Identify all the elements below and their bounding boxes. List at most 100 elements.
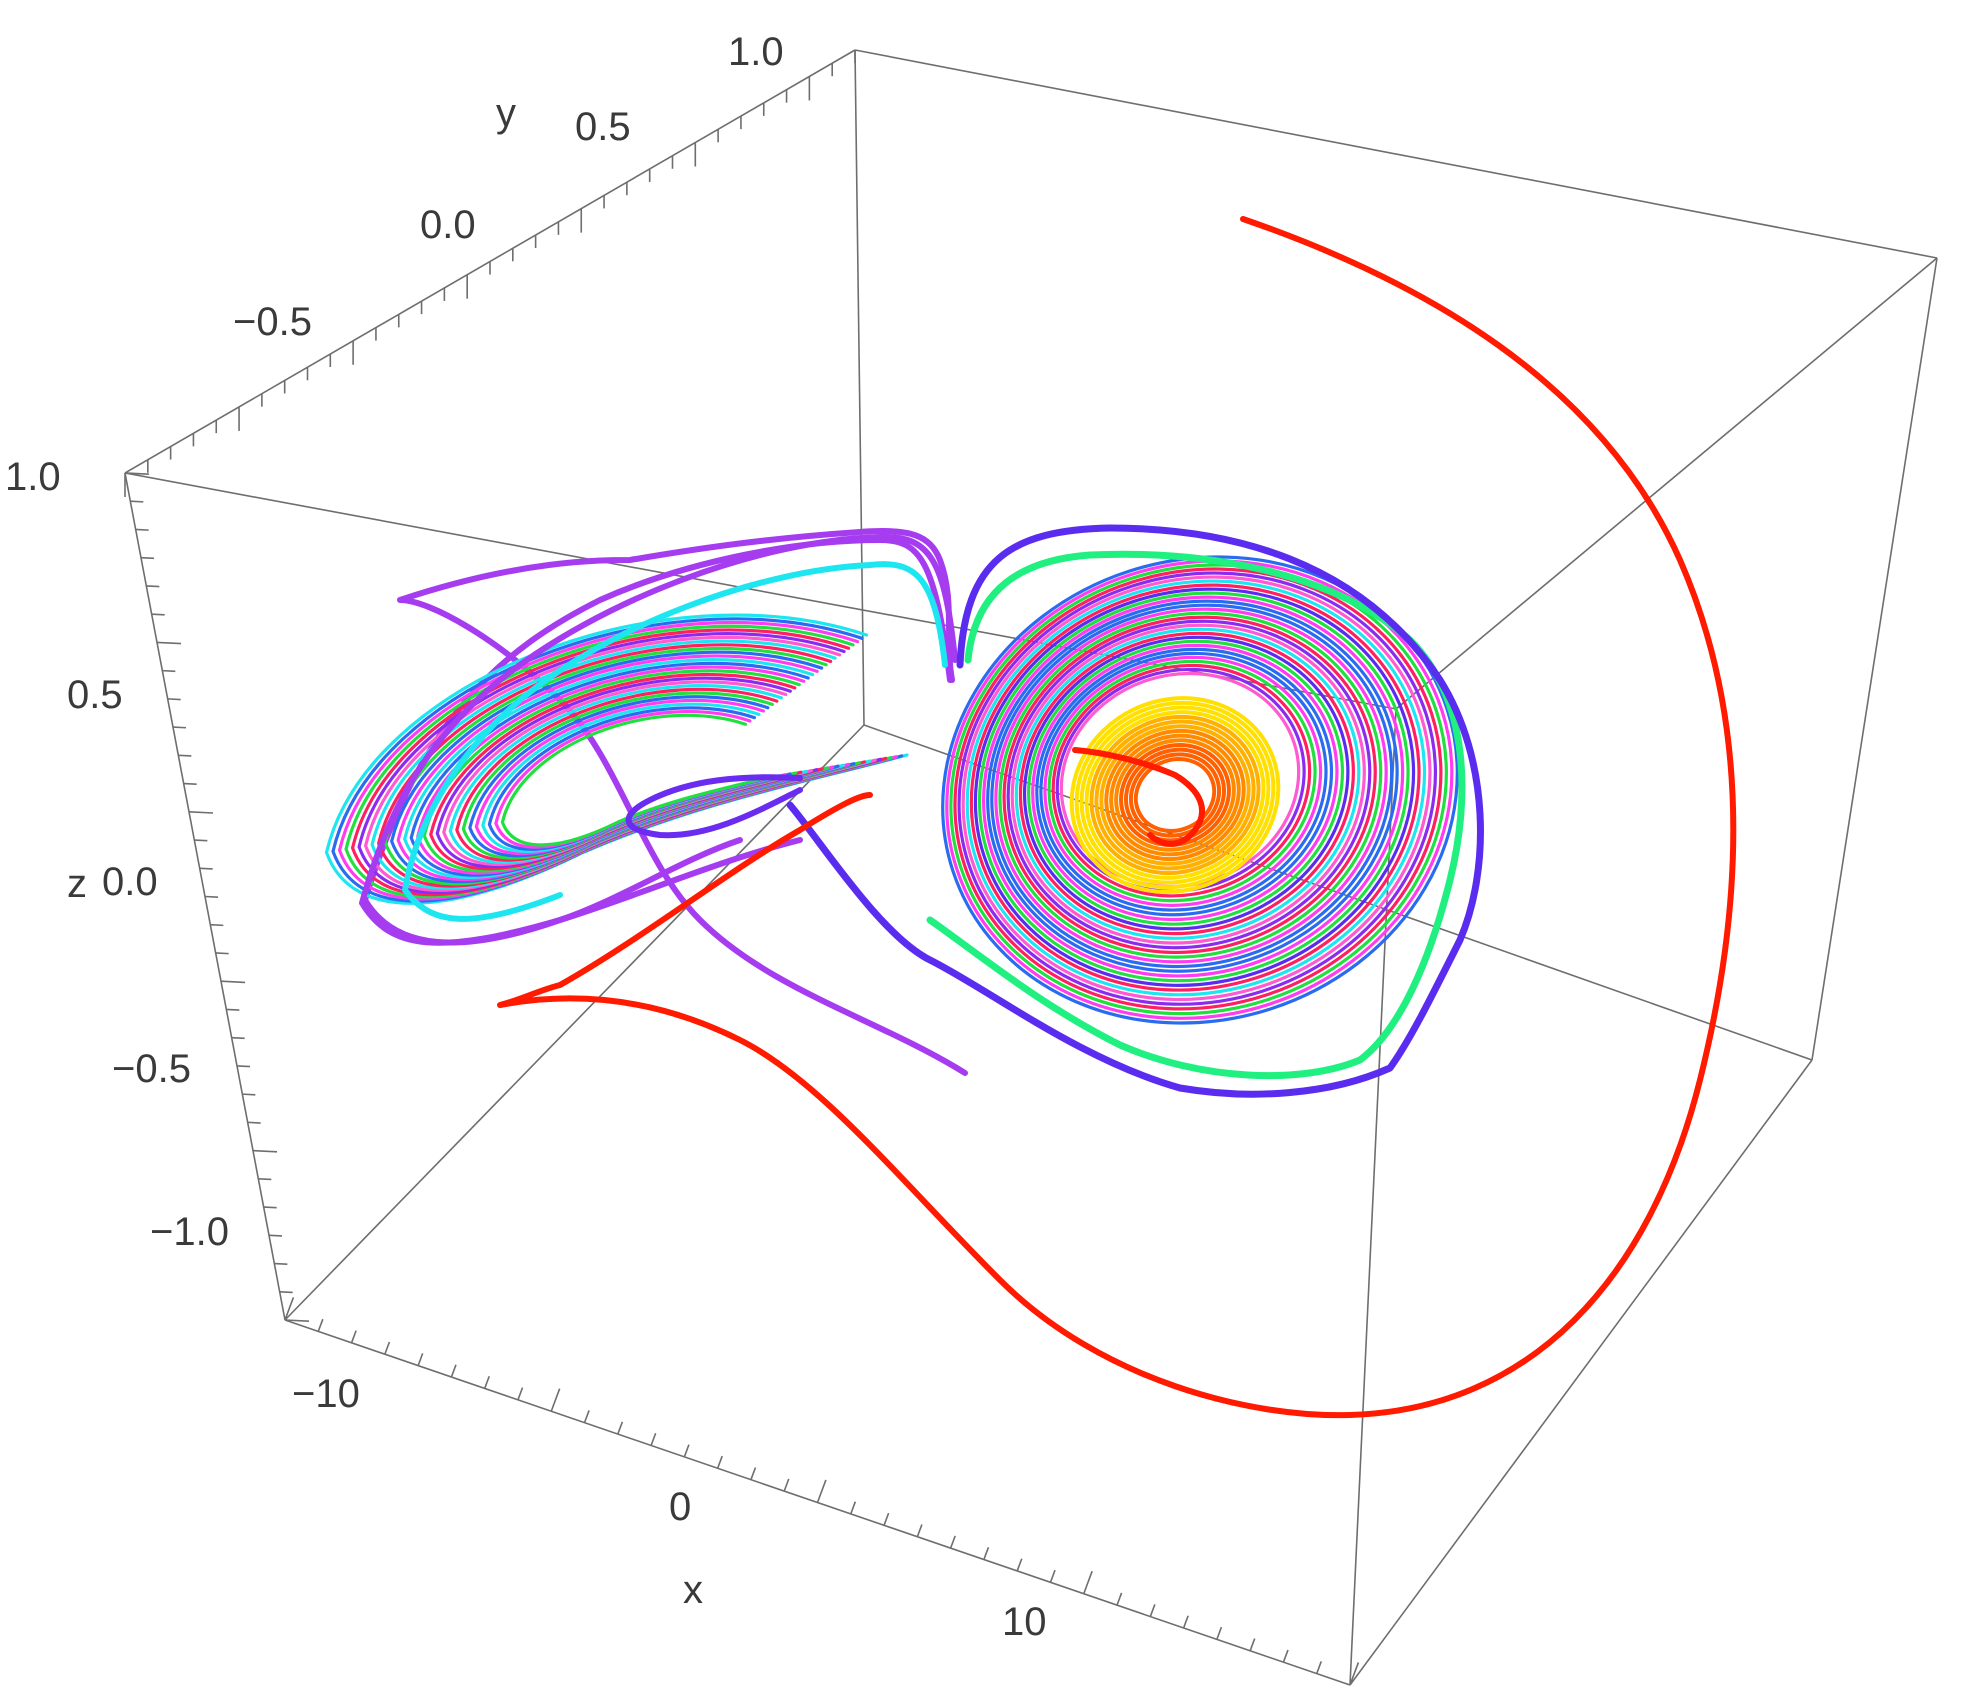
- tick-marks: [124, 50, 1360, 1686]
- x-axis-tick: [317, 1318, 324, 1332]
- right-lobe-orbit: [1043, 655, 1323, 907]
- right-inner-spiral: [1133, 757, 1217, 833]
- right-lobe-orbit: [949, 563, 1448, 1016]
- x-axis-tick: [517, 1387, 524, 1401]
- outer-right-envelope: [786, 524, 1484, 1098]
- x-axis-tick: [683, 1444, 690, 1458]
- z-axis-tick: [156, 641, 182, 645]
- z-axis-tick: [210, 923, 224, 927]
- z-axis-tick: [135, 528, 149, 531]
- red-lead-in-trajectory: [497, 216, 1737, 1419]
- z-axis-tick: [151, 613, 165, 616]
- x-axis-tick: [916, 1524, 923, 1537]
- right-lobe-orbit: [982, 595, 1405, 978]
- z-axis-tick: [172, 726, 187, 729]
- x-axis-tick: [583, 1410, 590, 1423]
- x-axis-tick: [1182, 1615, 1189, 1629]
- right-lobe-orbit: [994, 607, 1388, 964]
- x-axis-tick: [716, 1455, 723, 1469]
- x-axis-tick: [1016, 1558, 1023, 1572]
- z-axis-tick: [146, 585, 160, 588]
- box-edge-front-top-right: [1395, 257, 1938, 710]
- right-inner-spiral: [1119, 742, 1231, 848]
- x-tick-label: 10: [1002, 1600, 1047, 1644]
- z-axis-tick: [284, 1319, 310, 1322]
- x-axis-tick: [1116, 1592, 1123, 1606]
- right-lobe-orbit: [1002, 615, 1377, 955]
- right-lobe-orbit: [1006, 619, 1372, 950]
- right-lobe-orbit: [1039, 651, 1328, 912]
- right-lobe-orbit: [969, 583, 1421, 992]
- tick-labels: 1.0 0.5 0.0 −0.5 −1.0 −0.5 0.0 0.5 1.0 −10 0 10: [5, 30, 1047, 1644]
- right-lobe-orbit: [965, 579, 1427, 997]
- right-lobe-orbit: [977, 591, 1410, 983]
- x-axis-tick: [983, 1547, 990, 1560]
- x-tick-label: −10: [292, 1372, 360, 1416]
- z-tick-label: 1.0: [5, 455, 61, 499]
- z-axis-tick: [263, 1206, 277, 1209]
- right-inner-spiral: [1079, 705, 1271, 885]
- y-tick-label: −0.5: [233, 300, 312, 344]
- x-axis-tick: [1049, 1569, 1056, 1583]
- z-axis-tick: [140, 556, 155, 560]
- right-inner-spiral: [1074, 700, 1276, 890]
- z-axis-tick: [268, 1234, 283, 1237]
- right-inner-spiral: [1099, 724, 1251, 866]
- right-lobe-orbit: [1014, 627, 1361, 940]
- z-axis-tick: [258, 1178, 272, 1181]
- x-axis-label: x: [683, 1568, 703, 1612]
- right-lobe-orbit: [945, 559, 1454, 1020]
- x-axis-tick: [350, 1330, 357, 1344]
- right-inner-spiral: [1114, 738, 1236, 852]
- z-tick-label: −1.0: [150, 1210, 229, 1254]
- x-axis-tick: [1149, 1604, 1156, 1617]
- box-edge-back-vertical: [854, 49, 865, 726]
- x-axis-tick: [650, 1432, 657, 1446]
- right-inner-spiral: [1089, 714, 1261, 876]
- x-axis-tick: [883, 1512, 890, 1526]
- right-lobe-orbit: [1051, 663, 1312, 898]
- right-inner-spiral: [1084, 710, 1266, 880]
- right-inner-spiral: [1094, 719, 1256, 871]
- z-axis-tick: [178, 754, 192, 757]
- right-inner-spiral: [1109, 733, 1241, 857]
- cyan-left-envelope: [402, 561, 948, 922]
- right-lobe-orbit: [957, 571, 1438, 1006]
- y-tick-label: 0.5: [575, 105, 631, 149]
- inner-left-loop: [625, 774, 803, 839]
- right-lobe-orbit: [1018, 631, 1355, 936]
- box-edge-front-vertical: [1349, 708, 1397, 1686]
- box-edge-back-top-right: [854, 49, 1938, 259]
- z-axis-tick: [215, 952, 229, 955]
- x-axis-tick: [483, 1375, 490, 1389]
- x-axis-tick: [417, 1353, 424, 1366]
- right-lobe-orbit: [998, 611, 1383, 959]
- x-axis-tick: [949, 1535, 956, 1549]
- x-axis-tick: [783, 1478, 790, 1492]
- right-lobe-orbit: [941, 555, 1459, 1025]
- z-axis-tick: [279, 1290, 293, 1294]
- right-lobe-orbit: [1047, 659, 1317, 903]
- x-axis-tick: [850, 1501, 857, 1515]
- green-right-envelope: [926, 550, 1466, 1080]
- left-lobe-orbit: [500, 713, 766, 847]
- x-axis-tick: [1349, 1662, 1360, 1686]
- x-axis-tick: [750, 1467, 757, 1480]
- z-axis-tick: [226, 1008, 240, 1011]
- z-tick-label: 0.0: [102, 860, 158, 904]
- red-inner-tail: [1072, 747, 1206, 847]
- right-lobe-orbit: [1022, 635, 1350, 931]
- z-axis-tick: [247, 1121, 261, 1124]
- box-edge-back-floor-left: [284, 724, 865, 1321]
- axis-labels: x y z: [67, 91, 703, 1612]
- x-axis-tick: [1315, 1661, 1323, 1674]
- z-axis-label: z: [67, 862, 87, 906]
- z-axis-tick: [124, 472, 150, 475]
- x-axis-tick: [617, 1421, 624, 1435]
- y-tick-label: 1.0: [728, 30, 784, 74]
- x-axis-tick: [1282, 1649, 1289, 1663]
- z-axis-tick: [236, 1065, 251, 1068]
- z-tick-label: 0.5: [67, 673, 123, 717]
- z-axis-tick: [252, 1149, 278, 1153]
